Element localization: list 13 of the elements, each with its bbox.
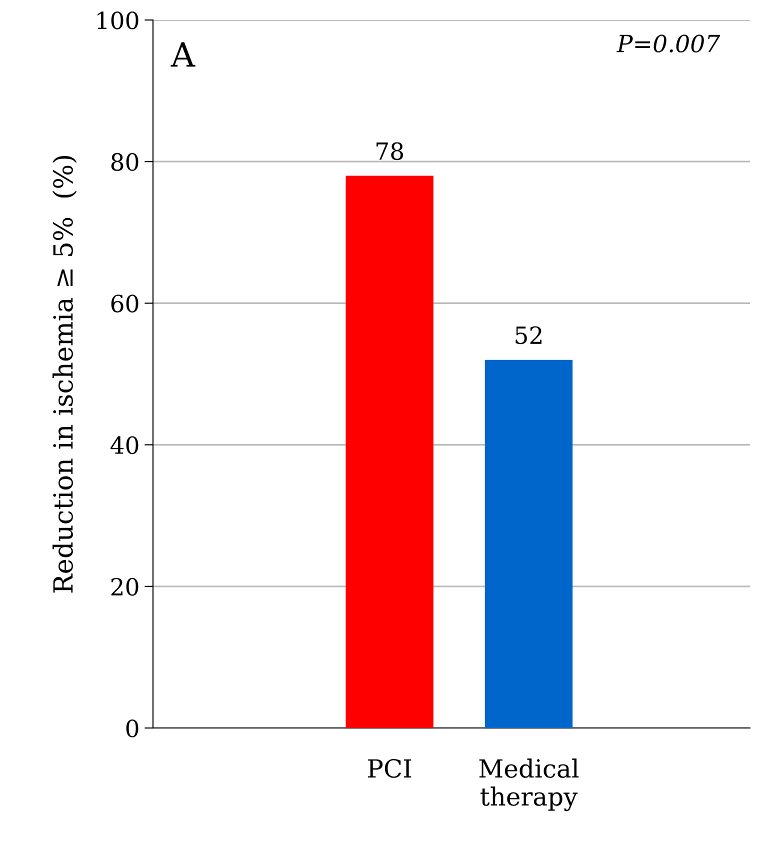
text: A bbox=[170, 42, 196, 67]
y-tick-label: 0 bbox=[126, 719, 138, 738]
y-axis-title: Reduction in ischemia ≥ 5% (%) bbox=[52, 156, 77, 593]
x-tick-label: Medical therapy bbox=[479, 758, 579, 812]
y-tick-label: 40 bbox=[110, 436, 138, 454]
y-tick-label: 80 bbox=[111, 153, 138, 171]
y-tick-label: 20 bbox=[111, 578, 138, 596]
data-label: 78 bbox=[376, 142, 404, 160]
text: P=0.007 bbox=[616, 34, 720, 52]
x-tick-label: PCI bbox=[368, 758, 412, 778]
y-tick-label: 60 bbox=[111, 294, 138, 313]
y-tick-label: 100 bbox=[98, 11, 138, 30]
data-label: 52 bbox=[516, 326, 542, 344]
